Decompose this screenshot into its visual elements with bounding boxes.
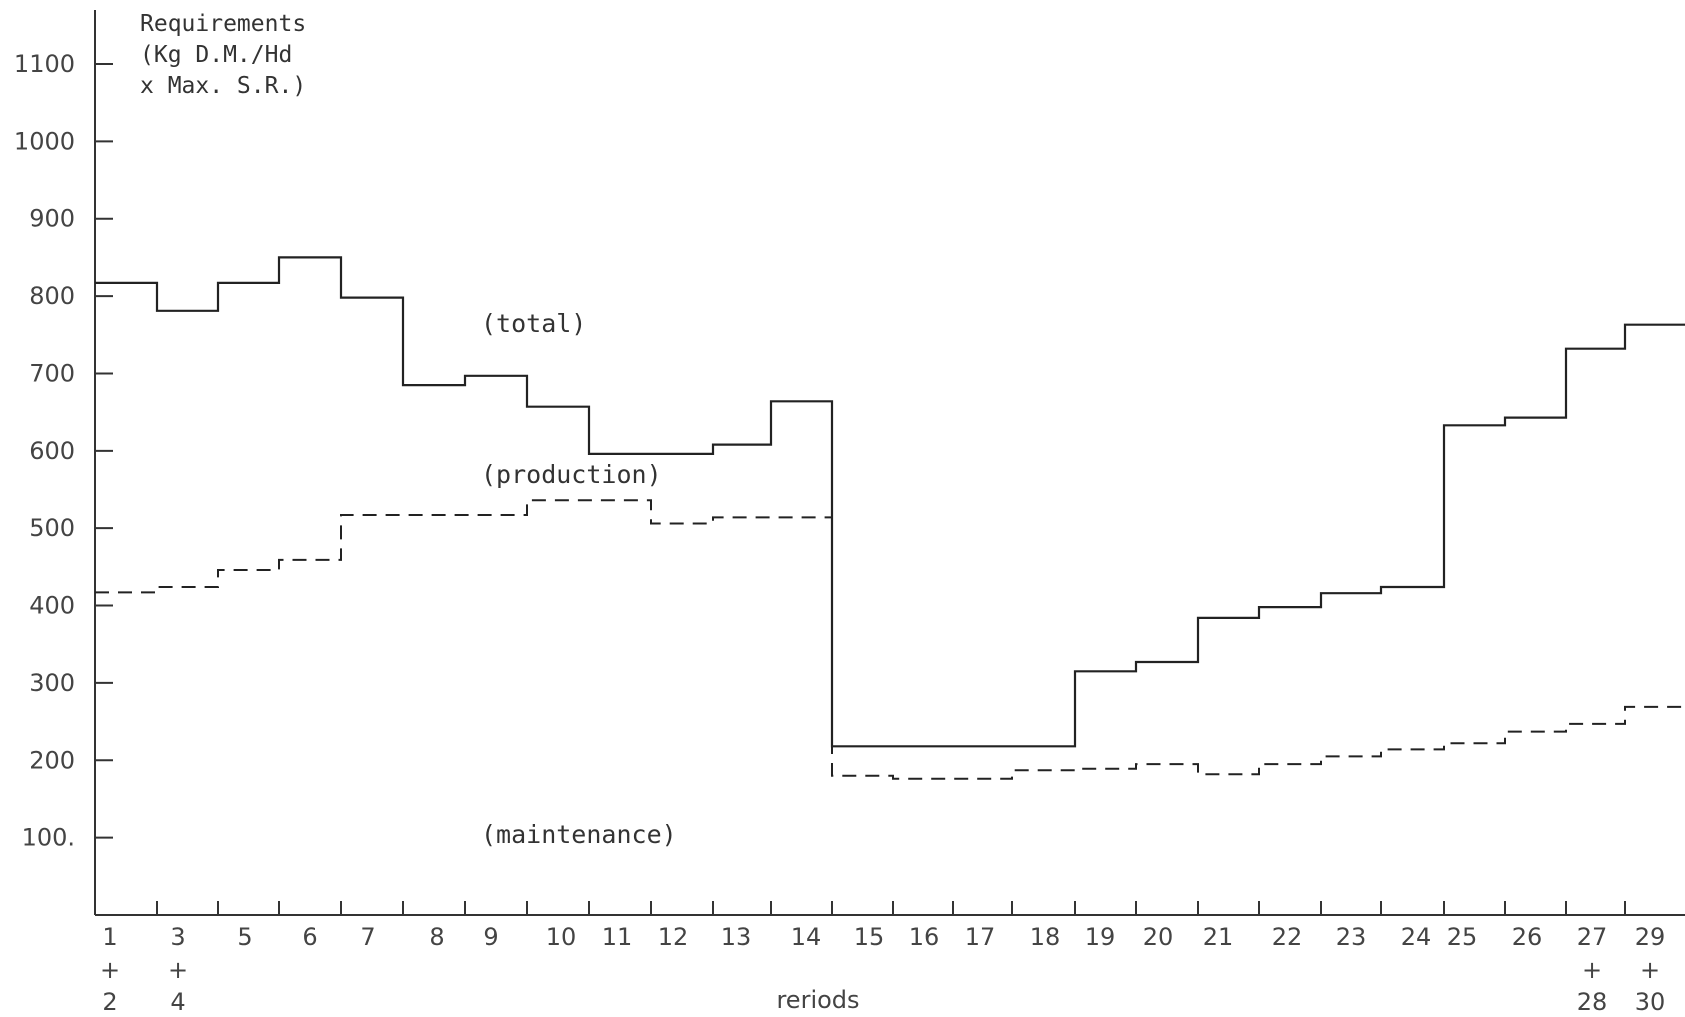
x-tick-label-plus: + xyxy=(100,956,120,984)
annotation-total: (total) xyxy=(481,309,586,338)
x-tick-label: 6 xyxy=(302,923,317,951)
x-axis-ticks: 1+23+45 6 7 8 9 10 11 12 13 14 15 16 17 18 19 20 21 22 23 2… xyxy=(100,901,1665,1016)
x-tick-label-sub: 30 xyxy=(1635,988,1666,1016)
series-line-total xyxy=(95,256,1685,748)
x-tick-label: 11 xyxy=(602,923,633,951)
x-tick-label: 9 xyxy=(483,923,498,951)
y-tick-label: 900 xyxy=(29,205,75,233)
y-tick-label: 300 xyxy=(29,669,75,697)
x-tick-label-sub: 4 xyxy=(170,988,185,1016)
x-tick-label: 17 xyxy=(965,923,996,951)
y-tick-label: 100. xyxy=(22,824,75,852)
x-tick-label: 1 xyxy=(102,923,117,951)
x-tick-label: 23 xyxy=(1336,923,1367,951)
series-layer xyxy=(95,256,1685,780)
x-tick-label: 16 xyxy=(909,923,940,951)
y-axis-label-line-3: x Max. S.R.) xyxy=(140,73,306,99)
x-tick-label-sub: 28 xyxy=(1577,988,1608,1016)
axes xyxy=(94,10,1685,916)
y-tick-label: 1000 xyxy=(14,127,75,155)
x-tick-label-plus: + xyxy=(1640,956,1660,984)
series-line-maintenance xyxy=(95,499,1685,780)
x-tick-label: 22 xyxy=(1272,923,1303,951)
x-tick-label: 27 xyxy=(1577,923,1608,951)
y-axis-label-line-1: Requirements xyxy=(140,11,306,37)
x-tick-label: 10 xyxy=(546,923,577,951)
x-tick-label: 26 xyxy=(1512,923,1543,951)
y-tick-label: 600 xyxy=(29,437,75,465)
y-tick-label: 400 xyxy=(29,592,75,620)
annotation-maintenance: (maintenance) xyxy=(481,820,677,849)
x-tick-label: 20 xyxy=(1143,923,1174,951)
y-tick-label: 1100 xyxy=(14,50,75,78)
x-tick-label: 29 xyxy=(1635,923,1666,951)
x-tick-label: 14 xyxy=(791,923,822,951)
x-axis-label: reriods xyxy=(776,986,859,1014)
x-tick-label-plus: + xyxy=(168,956,188,984)
y-tick-label: 800 xyxy=(29,282,75,310)
x-tick-label: 18 xyxy=(1030,923,1061,951)
x-tick-label: 3 xyxy=(170,923,185,951)
x-tick-label: 25 xyxy=(1447,923,1478,951)
y-axis-ticks: 100. 200 300 400 500 600 700 800 900 1000 1100 xyxy=(14,50,113,852)
x-tick-label: 24 xyxy=(1401,923,1432,951)
y-tick-label: 500 xyxy=(29,514,75,542)
y-tick-label: 200 xyxy=(29,746,75,774)
y-axis-label-line-2: (Kg D.M./Hd xyxy=(140,42,292,68)
x-tick-label: 7 xyxy=(360,923,375,951)
x-tick-label-plus: + xyxy=(1582,956,1602,984)
x-tick-label-sub: 2 xyxy=(102,988,117,1016)
x-tick-label: 8 xyxy=(429,923,444,951)
y-tick-label: 700 xyxy=(29,359,75,387)
x-tick-label: 21 xyxy=(1203,923,1234,951)
x-tick-label: 5 xyxy=(237,923,252,951)
x-tick-label: 13 xyxy=(721,923,752,951)
annotation-production: (production) xyxy=(481,460,662,489)
x-tick-label: 19 xyxy=(1085,923,1116,951)
x-tick-label: 12 xyxy=(658,923,689,951)
x-tick-label: 15 xyxy=(854,923,885,951)
